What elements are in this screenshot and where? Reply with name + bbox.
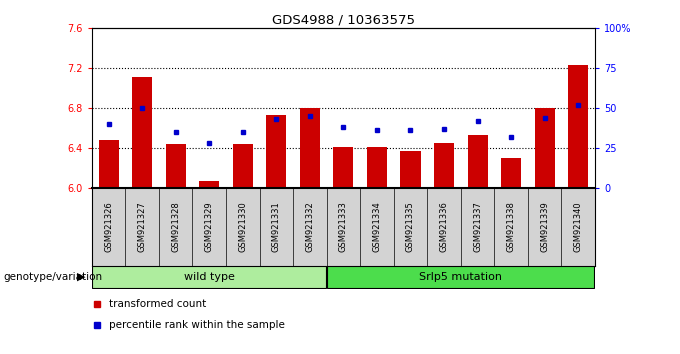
Text: GSM921339: GSM921339	[540, 201, 549, 252]
Bar	[92, 266, 326, 288]
Bar	[267, 115, 286, 188]
Text: GSM921334: GSM921334	[373, 201, 381, 252]
Bar	[132, 77, 152, 188]
Text: GSM921335: GSM921335	[406, 201, 415, 252]
Text: GSM921326: GSM921326	[104, 201, 113, 252]
Text: GSM921331: GSM921331	[272, 201, 281, 252]
Text: percentile rank within the sample: percentile rank within the sample	[109, 320, 286, 330]
Bar	[367, 147, 387, 188]
Bar	[199, 181, 219, 188]
Bar	[534, 108, 555, 188]
Bar	[166, 144, 186, 188]
Bar	[333, 147, 354, 188]
Text: GSM921333: GSM921333	[339, 201, 348, 252]
Bar	[401, 151, 420, 188]
Text: GSM921338: GSM921338	[507, 201, 515, 252]
Bar	[233, 144, 253, 188]
Text: ▶: ▶	[78, 272, 86, 282]
Text: GSM921340: GSM921340	[574, 201, 583, 252]
Text: GSM921337: GSM921337	[473, 201, 482, 252]
Text: wild type: wild type	[184, 272, 235, 282]
Text: GSM921329: GSM921329	[205, 201, 214, 252]
Text: GSM921328: GSM921328	[171, 201, 180, 252]
Text: genotype/variation: genotype/variation	[3, 272, 103, 282]
Text: transformed count: transformed count	[109, 299, 207, 309]
Text: Srlp5 mutation: Srlp5 mutation	[420, 272, 503, 282]
Bar	[434, 143, 454, 188]
Bar	[99, 140, 118, 188]
Text: GDS4988 / 10363575: GDS4988 / 10363575	[272, 13, 415, 27]
Text: GSM921327: GSM921327	[137, 201, 147, 252]
Bar	[300, 108, 320, 188]
Bar	[501, 158, 521, 188]
Bar	[468, 135, 488, 188]
Text: GSM921336: GSM921336	[439, 201, 449, 252]
Bar	[327, 266, 594, 288]
Text: GSM921330: GSM921330	[238, 201, 248, 252]
Bar	[568, 65, 588, 188]
Text: GSM921332: GSM921332	[305, 201, 314, 252]
